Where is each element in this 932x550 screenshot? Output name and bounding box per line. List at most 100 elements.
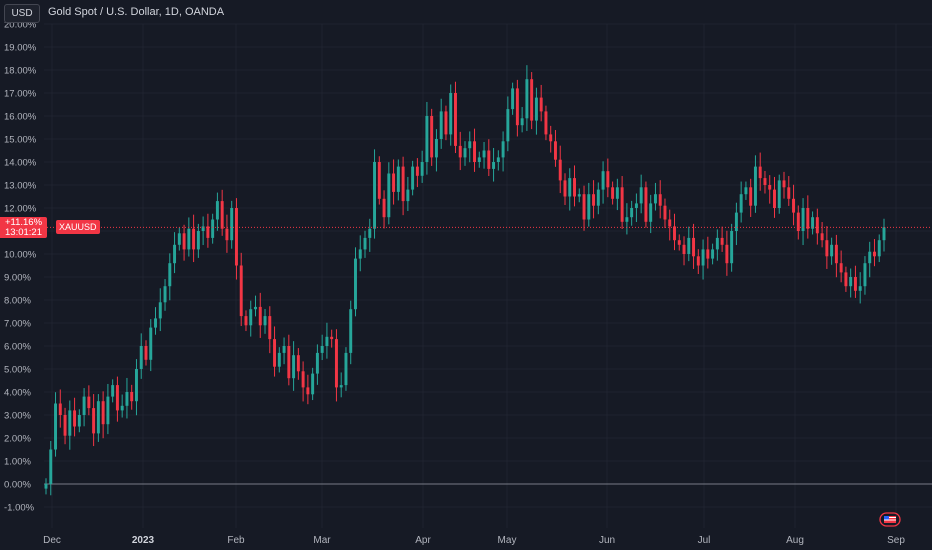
candle xyxy=(258,292,262,338)
candle xyxy=(701,239,705,280)
candle-body xyxy=(649,203,653,222)
candle xyxy=(568,168,572,211)
candle-body xyxy=(811,217,815,229)
candle xyxy=(682,236,686,266)
candle xyxy=(615,178,619,211)
candle-body xyxy=(582,194,586,220)
candle-body xyxy=(258,306,262,326)
candle xyxy=(396,159,400,201)
candle xyxy=(444,105,448,141)
x-tick-label: 2023 xyxy=(132,535,155,546)
candle xyxy=(320,334,324,361)
candle xyxy=(106,383,110,435)
y-axis[interactable]: 20.00% 19.00% 18.00% 17.00% 16.00% 15.00% 14.0… xyxy=(4,20,37,514)
candle-body xyxy=(663,205,667,220)
candle xyxy=(339,372,343,398)
candle-body xyxy=(220,201,224,229)
candle-body xyxy=(473,141,476,162)
flag-icon[interactable] xyxy=(879,512,901,527)
candle-body xyxy=(749,187,753,206)
candle-body xyxy=(211,219,215,238)
candle-body xyxy=(420,162,424,176)
candle-body xyxy=(244,316,248,326)
candle xyxy=(115,376,119,422)
candle-body xyxy=(363,237,367,250)
candle xyxy=(582,185,586,231)
candle xyxy=(515,79,519,137)
candle xyxy=(392,159,396,205)
candle xyxy=(268,306,272,354)
candle-body xyxy=(277,352,281,367)
candle-body xyxy=(820,233,824,241)
candle xyxy=(577,188,581,203)
candle-body xyxy=(425,116,429,162)
candle-body xyxy=(415,166,419,176)
candle-body xyxy=(763,178,767,185)
candle-body xyxy=(792,198,796,213)
candle xyxy=(796,205,800,240)
candle xyxy=(811,211,815,235)
candle xyxy=(77,409,81,433)
candle xyxy=(658,180,662,219)
candle xyxy=(173,232,177,274)
candle xyxy=(858,272,862,304)
candle-body xyxy=(492,162,496,169)
grid-lines xyxy=(44,23,932,528)
candle-body xyxy=(677,240,681,245)
candle-body xyxy=(49,449,53,484)
candle xyxy=(177,227,181,251)
candle xyxy=(430,108,434,166)
candle xyxy=(163,279,167,311)
candle xyxy=(149,319,153,372)
x-tick-label: Mar xyxy=(313,535,331,546)
candle xyxy=(787,176,791,206)
candle xyxy=(382,190,386,229)
candle xyxy=(801,198,805,246)
candle-body xyxy=(849,277,853,287)
candle-body xyxy=(530,79,534,121)
candle xyxy=(525,65,529,131)
candle-body xyxy=(873,251,876,257)
candle xyxy=(206,213,210,248)
candle xyxy=(482,141,486,169)
candle xyxy=(139,333,143,379)
candle-body xyxy=(515,88,519,126)
x-axis[interactable]: Dec 2023 Feb Mar Apr May Jun Jul Aug Sep xyxy=(43,535,905,546)
currency-button[interactable]: USD xyxy=(4,4,40,23)
candle-body xyxy=(196,231,200,250)
chart-header: USD Gold Spot / U.S. Dollar, 1D, OANDA xyxy=(0,0,932,24)
candle xyxy=(534,87,538,135)
candle-body xyxy=(834,244,838,264)
candle-body xyxy=(815,217,819,234)
candle-body xyxy=(634,203,638,208)
candle-body xyxy=(882,227,886,241)
candle-body xyxy=(68,410,72,436)
candle xyxy=(806,195,810,239)
candle-body xyxy=(411,166,415,190)
candle xyxy=(839,250,843,283)
candle xyxy=(168,253,172,301)
candles xyxy=(44,65,886,496)
candle-body xyxy=(130,392,134,402)
candle-body xyxy=(520,118,524,126)
candle xyxy=(758,152,762,191)
candle xyxy=(649,194,653,234)
candle-body xyxy=(587,194,591,220)
candle xyxy=(634,193,638,223)
candle xyxy=(849,268,853,298)
candle-body xyxy=(249,309,253,326)
candle xyxy=(539,84,543,122)
candle-body xyxy=(611,187,615,199)
candle xyxy=(363,230,367,258)
candle xyxy=(877,234,881,263)
candle-body xyxy=(796,212,800,231)
candle xyxy=(715,229,719,261)
candle-body xyxy=(682,244,686,254)
y-tick-label: 0.00% xyxy=(4,480,31,491)
candle-body xyxy=(287,346,291,379)
candle xyxy=(739,181,743,223)
candle xyxy=(406,176,410,211)
candle xyxy=(101,391,105,439)
candle xyxy=(601,161,605,204)
